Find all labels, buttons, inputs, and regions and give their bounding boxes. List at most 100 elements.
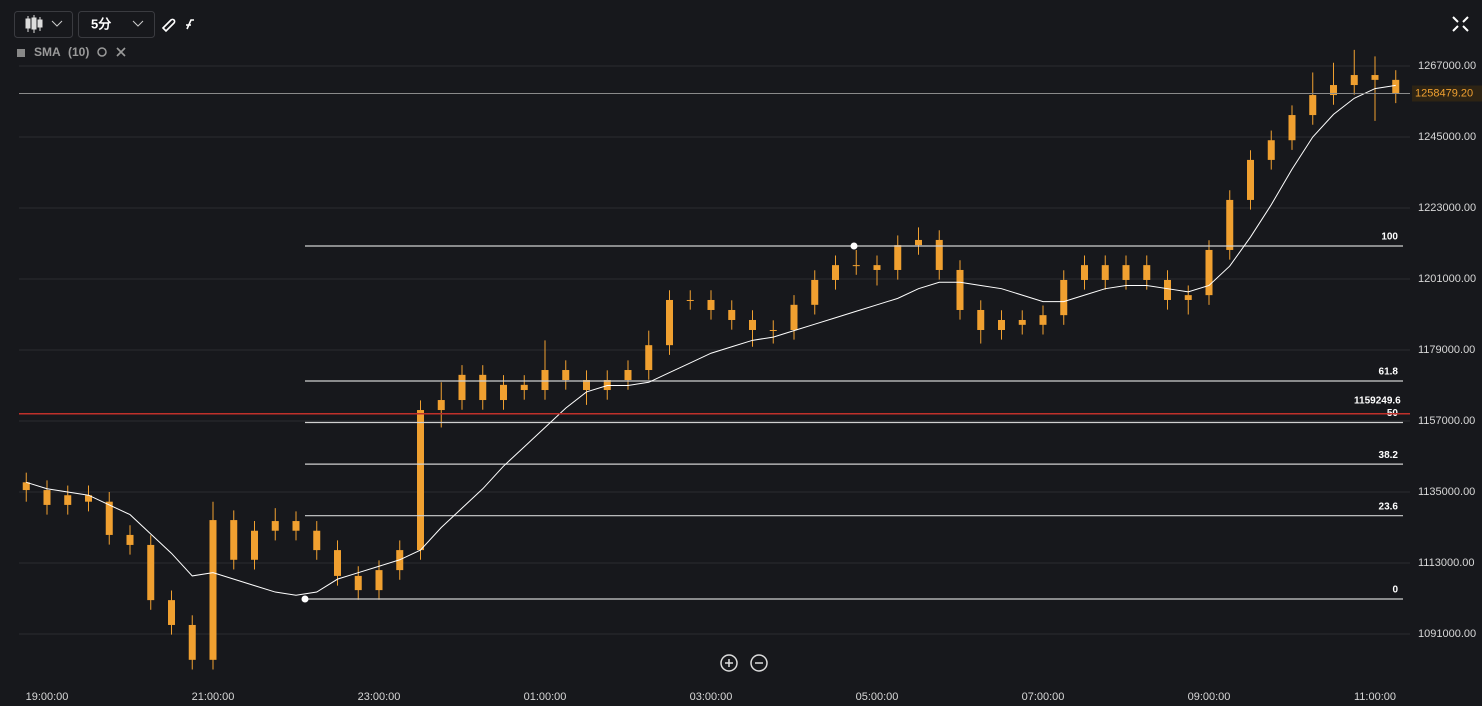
candle-body	[271, 521, 279, 531]
y-tick-label: 1223000.00	[1418, 202, 1476, 214]
sma-line	[26, 84, 1396, 596]
fib-label: 61.8	[1379, 367, 1399, 378]
candle-body	[1018, 319, 1026, 325]
legend-period: (10)	[68, 45, 89, 59]
interval-button[interactable]	[78, 11, 155, 38]
candle-body	[562, 370, 570, 381]
y-tick-label: 1267000.00	[1418, 60, 1476, 72]
candle-body	[1371, 75, 1379, 80]
candle-body	[915, 239, 922, 246]
candle-body	[873, 265, 881, 270]
y-tick-label: 1135000.00	[1418, 486, 1475, 498]
y-tick-label: 1245000.00	[1418, 131, 1476, 143]
candle-body	[583, 380, 590, 391]
candle-body	[1267, 140, 1275, 160]
fib-anchor	[850, 242, 858, 250]
candle-body	[1205, 249, 1213, 296]
candle-body	[500, 384, 507, 401]
legend-swatch	[17, 49, 25, 57]
chevron	[51, 20, 63, 27]
candle-body	[1060, 279, 1068, 316]
candle-body	[998, 319, 1005, 330]
candle-body	[811, 279, 819, 305]
fib-label: 38.2	[1379, 450, 1399, 461]
candle-body	[230, 520, 238, 560]
candle-body	[852, 265, 860, 267]
last-price-label: 1258479.20	[1415, 87, 1473, 99]
candle-body	[375, 570, 383, 591]
candle-body	[1330, 85, 1337, 96]
candle-body	[728, 309, 736, 320]
candle-body	[624, 370, 632, 381]
candle-body	[43, 490, 51, 505]
candle-body	[188, 624, 196, 660]
fib-label: 100	[1381, 232, 1398, 243]
candle-body	[666, 299, 673, 346]
candle-body	[1184, 295, 1192, 300]
candle-body	[520, 384, 528, 391]
candle-body	[541, 370, 549, 391]
candle-body	[126, 534, 134, 545]
y-tick-label: 1179000.00	[1418, 344, 1475, 356]
candle-body	[832, 265, 839, 280]
toolbar: 5分 SMA (10)	[14, 11, 1469, 672]
candle-body	[1039, 315, 1047, 325]
fib-anchor	[301, 595, 309, 603]
candle-body	[1288, 115, 1296, 141]
x-tick-label: 05:00:00	[856, 691, 899, 703]
fib-label: 23.6	[1379, 501, 1399, 512]
candle-body	[1143, 265, 1151, 280]
candle-body	[85, 495, 92, 502]
fib-label: 0	[1392, 585, 1398, 596]
candle-body	[168, 600, 175, 625]
x-tick-label: 21:00:00	[192, 691, 235, 703]
candle-body	[977, 309, 985, 330]
candle-body	[147, 544, 155, 601]
candle-body	[1226, 199, 1234, 250]
candle-body	[1309, 95, 1317, 116]
last-price-tag	[1412, 85, 1482, 102]
candle-body	[209, 520, 217, 660]
y-tick-label: 1113000.00	[1418, 557, 1474, 569]
candle-body	[1164, 279, 1171, 300]
candle-body	[292, 521, 300, 531]
grid: 1091000.00 1113000.00 1135000.00 1157000.00…	[19, 60, 1476, 703]
candle-body	[417, 410, 424, 551]
candle-body	[707, 299, 715, 310]
price-line-label: 1159249.6	[1354, 395, 1401, 406]
settings-icon[interactable]	[97, 47, 107, 57]
candle-body	[479, 374, 487, 401]
candle-body	[769, 329, 777, 331]
candle-body	[458, 374, 466, 401]
candle-body	[1122, 265, 1130, 280]
candle-body	[437, 400, 445, 411]
x-tick-label: 23:00:00	[358, 691, 401, 703]
candle-body	[686, 299, 694, 301]
x-tick-label: 07:00:00	[1022, 691, 1065, 703]
zoom-out[interactable]	[750, 654, 768, 672]
candle-body	[64, 495, 72, 505]
candle-body	[956, 269, 964, 310]
chart-type-button[interactable]	[14, 11, 73, 38]
y-tick-label: 1201000.00	[1418, 273, 1476, 285]
candle-body	[1392, 79, 1400, 94]
candle-body	[790, 304, 798, 330]
zoom-in[interactable]	[720, 654, 738, 672]
fullscreen-icon[interactable]	[1452, 16, 1469, 32]
candle-body	[1101, 265, 1109, 280]
draw-icon[interactable]	[161, 18, 176, 33]
x-tick-label: 01:00:00	[524, 691, 567, 703]
x-tick-label: 09:00:00	[1188, 691, 1231, 703]
candle-body	[22, 482, 30, 491]
x-tick-label: 11:00:00	[1354, 691, 1396, 703]
x-tick-label: 19:00:00	[26, 691, 69, 703]
y-tick-label: 1157000.00	[1418, 415, 1475, 427]
candle-body	[935, 239, 943, 270]
candle-body	[1081, 265, 1088, 280]
indicator-icon[interactable]	[186, 19, 194, 30]
close-icon[interactable]	[116, 47, 126, 57]
legend-name: SMA	[34, 45, 61, 59]
